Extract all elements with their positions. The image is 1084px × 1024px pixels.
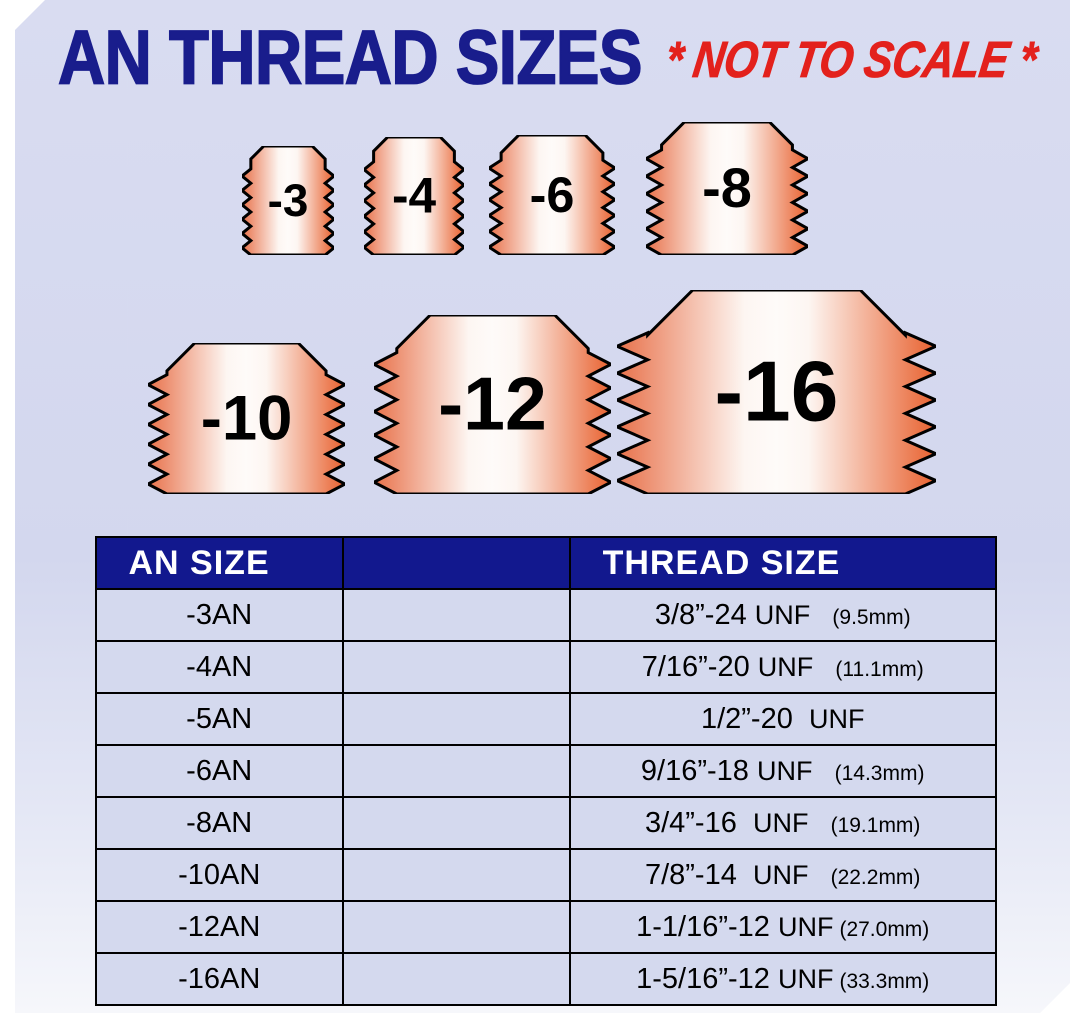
svg-text:-4: -4 — [391, 168, 436, 224]
svg-text:-12: -12 — [438, 362, 547, 446]
svg-text:-3: -3 — [268, 175, 309, 226]
svg-text:-6: -6 — [530, 166, 575, 223]
svg-text:-10: -10 — [201, 384, 293, 454]
svg-text:-8: -8 — [702, 156, 752, 219]
svg-text:-16: -16 — [714, 344, 838, 440]
